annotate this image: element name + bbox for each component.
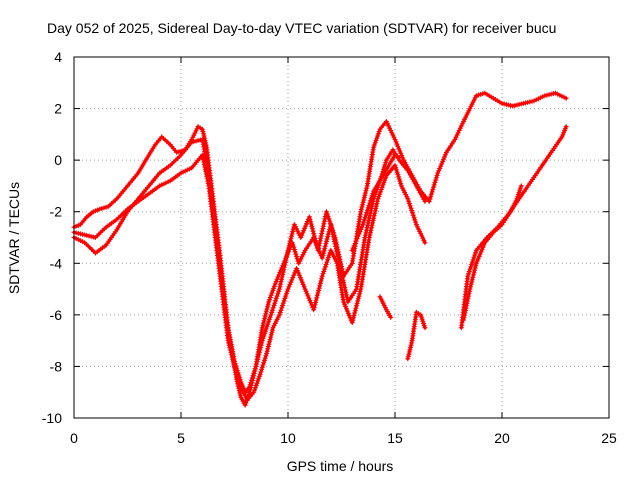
series-markers [377,294,394,320]
y-tick-label: -2 [50,204,63,220]
y-tick-label: -8 [50,358,63,374]
series-track-4 [349,152,402,253]
x-tick-label: 15 [387,430,403,446]
y-tick-label: 2 [54,101,62,117]
series-layer [71,90,569,408]
series-track-5 [377,294,394,320]
y-axis-label: SDTVAR / TECUs [6,182,22,294]
x-axis-label: GPS time / hours [287,458,394,474]
x-tick-label: 5 [177,430,185,446]
grid-layer [74,57,609,418]
series-track-2 [71,137,428,395]
series-track-6 [405,309,428,362]
x-tick-label: 0 [70,430,78,446]
y-tick-label: -4 [50,255,63,271]
series-track-7 [458,124,569,331]
series-markers [461,183,524,323]
y-tick-label: 0 [54,152,62,168]
series-track-8 [461,183,524,323]
series-markers [71,137,428,395]
y-tick-label: 4 [54,49,62,65]
x-tick-label: 10 [280,430,296,446]
x-tick-label: 25 [601,430,617,446]
chart-title: Day 052 of 2025, Sidereal Day-to-day VTE… [47,20,556,36]
series-markers [405,309,428,362]
series-markers [458,124,569,331]
series-line [72,138,427,394]
y-tick-label: -10 [42,410,62,426]
plot-frame [73,56,610,419]
x-tick-label: 20 [494,430,510,446]
y-tick-label: -6 [50,307,63,323]
series-markers [349,152,402,253]
tick-layer: 0 5 10 15 20 25 -10 -8 -6 -4 -2 0 2 4 [42,49,617,446]
